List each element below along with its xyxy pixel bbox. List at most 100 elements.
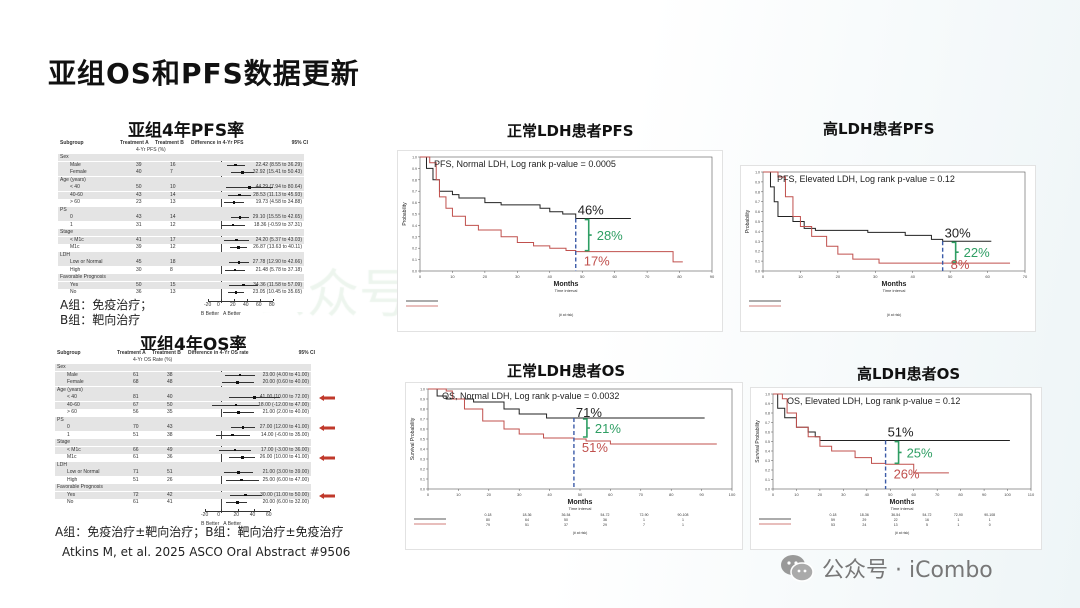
difference-bracket <box>894 440 902 465</box>
point-estimate <box>236 381 239 384</box>
treatment-a-value: 81 <box>133 394 139 400</box>
subgroup-label: Low or Normal <box>67 469 100 475</box>
y-tick-label: 0.2 <box>412 247 417 251</box>
x-tick-label: 50 <box>578 492 583 497</box>
treatment-b-value: 35 <box>167 409 173 415</box>
table-row: < 40 50 10 44.29 (7.94 to 80.64) <box>58 184 304 191</box>
y-tick-label: 0.3 <box>412 235 417 239</box>
subgroup-label: Male <box>67 371 78 378</box>
treatment-b-value: 15 <box>170 281 176 288</box>
x-tick-label: 70 <box>1023 274 1028 279</box>
x-tick-label: 100 <box>729 492 736 497</box>
ci-text: 22.42 (8.55 to 36.29) <box>255 161 302 168</box>
risk-count-b: 5 <box>926 523 928 527</box>
treatment-b-value: 13 <box>170 289 176 295</box>
treatment-b-value: 41 <box>167 499 173 505</box>
point-estimate <box>241 456 244 459</box>
risk-count-a: 64 <box>525 518 529 522</box>
point-estimate <box>237 261 241 264</box>
x-tick-label: 70 <box>935 492 940 497</box>
subgroup-label: Female <box>70 169 87 175</box>
subgroup-label: Stage <box>60 229 74 235</box>
risk-count-a: 1 <box>682 518 684 522</box>
y-tick-label: 0.6 <box>420 428 425 432</box>
treatment-a-value: 51 <box>133 431 139 438</box>
tick-mark <box>270 508 271 511</box>
y-tick-label: 0.1 <box>412 258 417 262</box>
ci-text: 44.29 (7.94 to 80.64) <box>255 184 302 190</box>
group-header-row: Favorable Prognosis <box>58 274 304 281</box>
tick-mark <box>237 508 239 511</box>
point-estimate <box>241 171 244 174</box>
ci-text: 30.00 (11.00 to 50.00) <box>260 491 309 498</box>
x-tick-label: 10 <box>798 274 803 279</box>
ci-text: 29.10 (15.55 to 42.65) <box>252 214 302 220</box>
group-header-row: Age (years) <box>58 176 304 184</box>
ci-text: 27.00 (12.00 to 41.00) <box>259 424 309 430</box>
treatment-a-value: 61 <box>133 499 139 505</box>
risk-count-b: 24 <box>862 523 866 527</box>
x-tick-label: 30 <box>873 274 878 279</box>
risk-interval: 36-54 <box>562 513 571 517</box>
subgroup-label: Favorable Prognosis <box>57 484 103 490</box>
risk-interval: 0-18 <box>484 513 491 517</box>
y-tick-label: 0.9 <box>755 180 760 184</box>
y-tick-label: 0.8 <box>765 412 770 416</box>
subgroup-label: M1c <box>67 454 77 460</box>
point-estimate <box>241 426 245 429</box>
y-tick-label: 1.0 <box>755 171 760 175</box>
group-a-label: A组：免疫治疗； <box>60 298 153 312</box>
treatment-a-value: 68 <box>133 379 139 385</box>
risk-count-b: 1 <box>957 523 959 527</box>
risk-count-a: 22 <box>894 518 898 522</box>
risk-count-a: 80 <box>486 518 490 522</box>
brand-text: 公众号 · iCombo <box>822 558 993 583</box>
x-tick-label: 0 <box>427 492 430 497</box>
ci-text: 17.00 (-3.00 to 36.00) <box>260 446 309 453</box>
ci-text: 23.05 (10.45 to 35.65) <box>252 289 302 295</box>
ci-text: 41.00 (10.00 to 72.00) <box>259 394 309 400</box>
col-difference: Difference in 4-Yr PFS <box>191 140 244 146</box>
y-tick-label: 0.6 <box>765 431 770 435</box>
point-estimate <box>234 163 237 167</box>
table-row: Male 39 16 22.42 (8.55 to 36.29) <box>58 161 304 169</box>
treatment-a-value: 30 <box>136 266 142 273</box>
table-row: Female 68 48 20.00 (0.60 to 40.00) <box>55 379 311 386</box>
group-header-row: LDH <box>55 461 311 469</box>
treatment-a-value: 43 <box>136 214 142 220</box>
treatment-b-value: 18 <box>170 259 176 265</box>
y-tick-label: 0.0 <box>412 270 417 274</box>
point-estimate <box>237 246 240 249</box>
subgroup-label: < M1c <box>70 236 84 243</box>
x-tick-label: 100 <box>1004 492 1011 497</box>
km-curve-treatment-a <box>763 171 992 242</box>
risk-table-footer: (# at risk) <box>895 531 910 535</box>
risk-count-a: 36 <box>603 518 607 522</box>
x-tick-label: 110 <box>1028 492 1035 497</box>
km-chart-pfs-normal: 0.0 0.1 0.2 0.3 0.4 0.5 0.6 0.7 0.8 0.9 1.0 0 10 20 30… <box>397 150 723 332</box>
risk-count-b: 53 <box>831 523 835 527</box>
difference-rate: 28% <box>597 228 623 243</box>
treatment-b-rate: 17% <box>584 254 610 269</box>
treatment-a-value: 50 <box>136 184 142 190</box>
forest-pfs-heading: 亚组4年PFS率 <box>128 121 245 141</box>
risk-table-header: Time interval <box>883 288 906 293</box>
x-tick-label: 60 <box>608 492 613 497</box>
subgroup-label: < 40 <box>67 394 77 400</box>
chart-title: PFS, Normal LDH, Log rank p-value = 0.00… <box>434 159 616 169</box>
chart-heading-pfs-elevated: 高LDH患者PFS <box>823 120 935 138</box>
treatment-a-value: 61 <box>133 454 139 460</box>
y-tick-label: 0.7 <box>420 418 425 422</box>
km-curve-treatment-a <box>420 156 631 220</box>
treatment-a-rate: 71% <box>576 405 602 420</box>
y-tick-label: 0.4 <box>420 448 425 452</box>
tick-label: 20 <box>233 511 240 518</box>
x-tick-label: 20 <box>483 274 488 279</box>
forest-plot-os: Subgroup Treatment A Treatment B Difference… <box>55 350 335 527</box>
treatment-b-value: 17 <box>170 236 176 243</box>
group-header-row: Sex <box>55 364 311 371</box>
subheader: 4-Yr PFS (%) <box>136 147 166 153</box>
risk-interval: 72-90 <box>640 513 649 517</box>
ci-text: 21.48 (5.78 to 37.18) <box>255 266 302 273</box>
difference-rate: 21% <box>595 421 621 436</box>
